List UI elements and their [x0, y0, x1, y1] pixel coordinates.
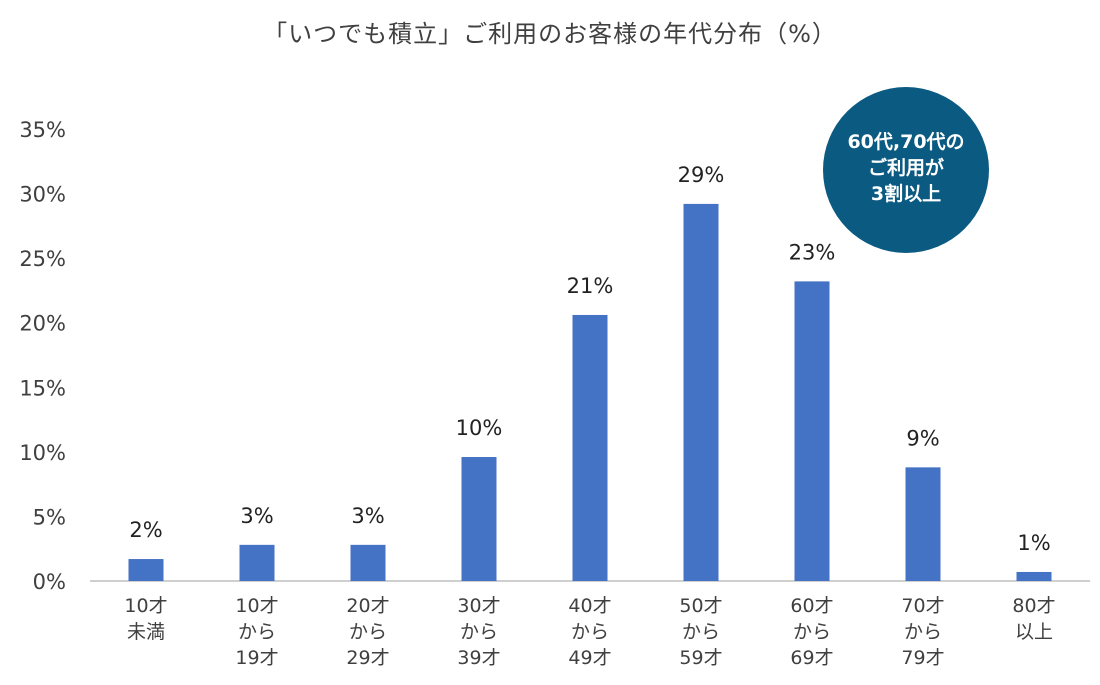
bar [905, 467, 941, 581]
data-label: 23% [789, 240, 836, 264]
bar [683, 203, 719, 581]
x-category-label: 40才 [568, 595, 611, 617]
x-category-label: 69才 [790, 647, 833, 669]
chart-title: 「いつでも積立」ご利用のお客様の年代分布（%） [263, 20, 837, 48]
data-label: 3% [351, 504, 384, 528]
y-tick-label: 10% [19, 441, 66, 465]
x-category-label: 80才 [1012, 595, 1055, 617]
y-tick-label: 5% [33, 505, 66, 529]
y-tick-label: 30% [19, 183, 66, 207]
x-category-label: から [904, 621, 942, 643]
annotation-text: ご利用が [868, 156, 944, 179]
annotation-text: 60代,70代の [847, 131, 964, 153]
bar [794, 281, 830, 581]
y-tick-label: 25% [19, 247, 66, 271]
x-category-label: 20才 [346, 595, 389, 617]
x-category-label: 50才 [679, 595, 722, 617]
bar [239, 544, 275, 581]
x-category-label: から [682, 621, 720, 643]
x-category-label: 29才 [346, 647, 389, 669]
data-label: 29% [678, 163, 725, 187]
data-label: 1% [1017, 531, 1050, 555]
y-tick-label: 35% [19, 118, 66, 142]
bar [350, 544, 386, 581]
x-category-label: 39才 [457, 647, 500, 669]
annotation-text: 3割以上 [871, 182, 941, 205]
x-category-label: 79才 [901, 647, 944, 669]
x-category-label: 30才 [457, 595, 500, 617]
bar [572, 314, 608, 581]
x-category-label: 未満 [127, 621, 165, 643]
x-category-label: から [793, 621, 831, 643]
x-category-label: 10才 [124, 595, 167, 617]
x-category-label: 19才 [235, 647, 278, 669]
data-label: 2% [129, 518, 162, 542]
x-category-label: 以上 [1015, 621, 1053, 643]
bar [461, 457, 497, 581]
y-tick-label: 15% [19, 376, 66, 400]
data-label: 9% [906, 426, 939, 450]
bar [128, 559, 164, 581]
x-category-label: 70才 [901, 595, 944, 617]
x-category-label: から [238, 621, 276, 643]
x-category-label: から [349, 621, 387, 643]
x-category-label: 10才 [235, 595, 278, 617]
x-category-label: 60才 [790, 595, 833, 617]
x-category-label: 49才 [568, 647, 611, 669]
y-tick-label: 0% [33, 570, 66, 594]
x-category-label: 59才 [679, 647, 722, 669]
x-category-label: から [571, 621, 609, 643]
data-label: 21% [567, 274, 614, 298]
x-category-label: から [460, 621, 498, 643]
annotation-circle [823, 87, 989, 253]
data-label: 10% [456, 416, 503, 440]
bar [1016, 571, 1052, 581]
y-tick-label: 20% [19, 312, 66, 336]
data-label: 3% [240, 504, 273, 528]
